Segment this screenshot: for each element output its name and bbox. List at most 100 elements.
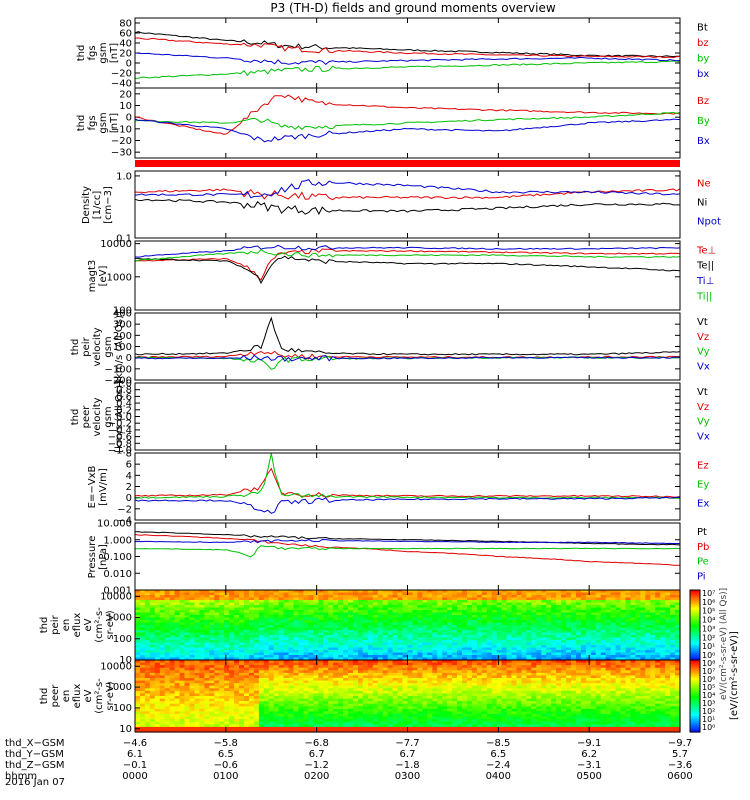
spectrogram-cell [531,620,537,624]
spectrogram-cell [387,667,394,671]
spectrogram-cell [536,597,542,601]
spectrogram-cell [204,605,210,609]
spectrogram-cell [595,592,602,596]
spectrogram-cell [486,627,493,631]
spectrogram-cell [149,688,156,692]
spectrogram-cell [184,724,191,728]
spectrogram-cell [174,605,181,609]
spectrogram-cell [536,622,542,626]
spectrogram-cell [541,590,547,594]
spectrogram-cell [140,696,146,700]
panel-frame [134,312,681,381]
spectrogram-cell [135,716,141,720]
spectrogram-cell [481,645,488,649]
spectrogram-cell [174,610,181,614]
spectrogram-cell [244,590,250,594]
spectrogram-cell [372,620,379,624]
spectrogram-cell [670,600,676,604]
spectrogram-cell [249,635,255,639]
spectrogram-cell [580,650,587,654]
spectrogram-cell [219,597,225,601]
spectrogram-cell [620,640,627,644]
spectrogram-cell [149,670,156,674]
spectrogram-cell [244,642,250,646]
spectrogram-cell [630,610,637,614]
spectrogram-cell [169,650,176,654]
spectrogram-cell [580,652,587,656]
spectrogram-cell [422,612,428,616]
spectrogram-cell [655,652,661,656]
spectrogram-cell [273,655,280,659]
spectrogram-cell [278,620,285,624]
spectrogram-cell [283,698,290,702]
spectrogram-cell [239,688,245,692]
spectrogram-cell [343,701,349,705]
spectrogram-cell [590,617,597,621]
spectrogram-cell [258,701,265,705]
spectrogram-cell [194,696,201,700]
spectrogram-cell [541,597,547,601]
spectrogram-cell [343,675,349,679]
spectrogram-cell [362,625,369,629]
spectrogram-cell [323,630,329,634]
spectrogram-cell [219,724,225,728]
spectrogram-cell [348,716,354,720]
spectrogram-cell [249,714,255,718]
spectrogram-cell [665,645,671,649]
spectrogram-cell [556,625,562,629]
spectrogram-cell [184,647,191,651]
spectrogram-cell [665,632,671,636]
spectrogram-cell [298,698,305,702]
spectrogram-cell [174,655,181,659]
spectrogram-cell [600,657,607,661]
spectrogram-cell [219,667,225,671]
spectrogram-cell [283,645,290,649]
spectrogram-cell [476,610,483,614]
y-tick-label: 0.4 [116,399,132,410]
spectrogram-cell [427,642,433,646]
spectrogram-cell [571,605,577,609]
spectrogram-cell [516,620,523,624]
spectrogram-cell [219,714,225,718]
spectrogram-cell [506,652,513,656]
spectrogram-cell [253,724,260,728]
spectrogram-cell [462,620,468,624]
spectrogram-cell [600,627,607,631]
spectrogram-cell [536,645,542,649]
spectrogram-cell [521,647,528,651]
spectrogram-cell [501,650,508,654]
spectrogram-cell [362,706,369,710]
spectrogram-cell [278,627,285,631]
spectrogram-cell [149,729,156,733]
spectrogram-cell [179,729,186,733]
spectrogram-cell [164,600,171,604]
spectrogram-cell [402,642,409,646]
spectrogram-cell [308,708,314,713]
spectrogram-cell [358,660,364,664]
spectrogram-cell [234,726,240,731]
spectrogram-cell [140,660,146,664]
spectrogram-cell [605,642,612,646]
spectrogram-cell [367,637,374,641]
spectrogram-cell [298,724,305,728]
spectrogram-cell [605,655,612,659]
spectrogram-cell [590,647,597,651]
spectrogram-cell [179,592,186,596]
spectrogram-cell [253,640,260,644]
spectrogram-cell [149,703,156,707]
spectrogram-cell [476,637,483,641]
spectrogram-cell [278,696,285,700]
spectrogram-cell [229,657,235,661]
spectrogram-cell [219,698,225,702]
spectrogram-cell [303,675,310,679]
spectrogram-cell [372,625,379,629]
spectrogram-cell [308,724,314,728]
spectrogram-cell [353,642,359,646]
spectrogram-cell [491,605,498,609]
spectrogram-cell [491,620,498,624]
spectrogram-cell [496,655,503,659]
spectrogram-cell [159,721,166,725]
spectrogram-cell [234,706,240,710]
spectrogram-cell [318,721,324,725]
spectrogram-cell [362,602,369,606]
